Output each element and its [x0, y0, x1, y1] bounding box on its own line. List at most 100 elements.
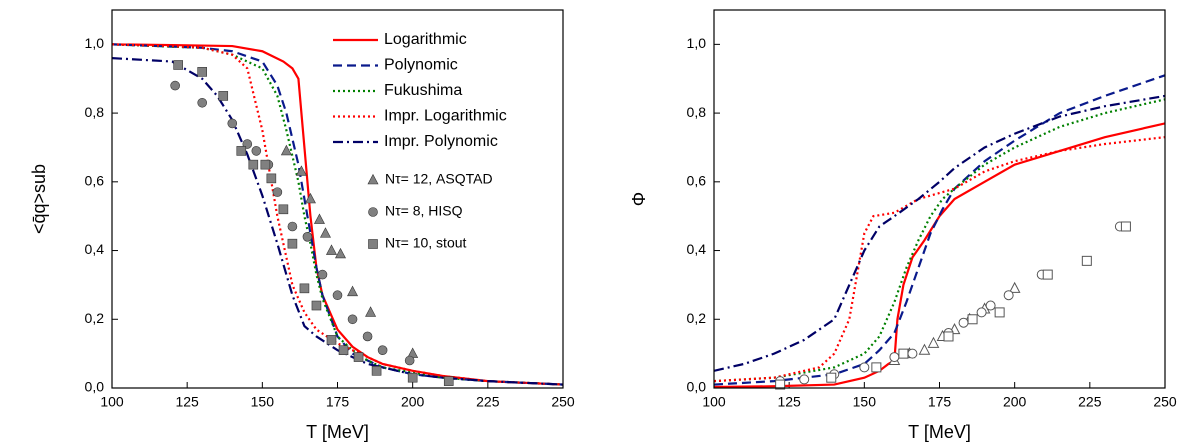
- line: [714, 74, 1165, 386]
- data-point: [302, 232, 313, 242]
- legend-label: Fukushima: [384, 82, 462, 99]
- data-point: [197, 67, 207, 77]
- y-tick-label: 0,8: [85, 104, 105, 120]
- x-tick-label: 125: [175, 394, 199, 410]
- data-point: [287, 238, 298, 249]
- x-tick-label: 175: [326, 394, 350, 410]
- line: [112, 43, 563, 386]
- data-point: [173, 60, 183, 70]
- legend-marker: [368, 207, 378, 217]
- data-point: [304, 192, 316, 204]
- data-point: [260, 159, 271, 170]
- data-point: [287, 221, 298, 232]
- y-axis-title: Φ: [629, 192, 649, 206]
- x-tick-label: 250: [551, 394, 575, 410]
- data-point: [236, 146, 247, 156]
- x-tick-label: 200: [401, 394, 425, 410]
- data-point: [407, 372, 418, 383]
- data-point: [278, 204, 289, 215]
- line: [112, 43, 563, 386]
- x-tick-label: 200: [1003, 394, 1027, 410]
- data-point: [197, 97, 207, 108]
- data-point: [404, 355, 415, 366]
- data-point: [775, 379, 786, 390]
- plot-frame: [111, 9, 564, 389]
- plot-frame: [713, 9, 1166, 389]
- legend-marker: [368, 239, 378, 249]
- data-point: [170, 80, 180, 91]
- data-point: [371, 366, 382, 376]
- x-tick-label: 175: [928, 394, 952, 410]
- data-point: [377, 345, 388, 356]
- data-point: [976, 307, 987, 318]
- data-point: [1042, 269, 1053, 280]
- y-tick-label: 0,4: [85, 241, 105, 257]
- data-point: [335, 247, 347, 259]
- x-tick-label: 225: [476, 394, 500, 410]
- data-point: [347, 314, 358, 325]
- y-tick-label: 0,8: [687, 104, 707, 120]
- data-point: [313, 213, 325, 224]
- y-tick-label: 0,0: [687, 379, 707, 395]
- x-tick-label: 225: [1078, 394, 1102, 410]
- y-tick-label: 0,4: [687, 241, 707, 257]
- data-point: [295, 165, 307, 176]
- data-point: [1008, 281, 1021, 293]
- data-point: [325, 244, 337, 255]
- data-point: [443, 376, 454, 386]
- data-point: [251, 146, 262, 156]
- data-point: [826, 372, 837, 383]
- data-point: [1081, 255, 1092, 266]
- data-point: [907, 348, 918, 359]
- x-tick-label: 150: [251, 394, 275, 410]
- line: [714, 94, 1165, 372]
- data-point: [353, 352, 364, 362]
- legend-label: Nτ= 10, stout: [385, 235, 467, 251]
- data-point: [1120, 221, 1131, 232]
- x-axis-title: T [MeV]: [306, 422, 369, 442]
- legend-label: Impr. Polynomic: [384, 133, 498, 150]
- data-point: [227, 118, 238, 129]
- data-point: [248, 159, 259, 170]
- y-tick-label: 0,2: [687, 310, 707, 326]
- data-point: [918, 343, 931, 355]
- data-point: [338, 345, 349, 356]
- data-point: [889, 352, 900, 363]
- x-tick-label: 150: [853, 394, 877, 410]
- data-point: [317, 269, 328, 280]
- legend-label: Nτ= 8, HISQ: [385, 203, 463, 219]
- data-point: [332, 290, 343, 301]
- data-point: [927, 336, 940, 348]
- data-point: [1003, 290, 1014, 301]
- data-point: [218, 91, 229, 101]
- y-tick-label: 0,2: [85, 310, 105, 326]
- legend-label: Impr. Logarithmic: [384, 108, 507, 125]
- line: [714, 122, 1165, 388]
- data-point: [266, 173, 277, 184]
- data-point: [994, 307, 1005, 318]
- data-point: [299, 283, 310, 294]
- data-point: [871, 362, 882, 373]
- data-point: [280, 144, 292, 156]
- x-tick-label: 100: [100, 394, 124, 410]
- y-tick-label: 0,0: [85, 379, 105, 395]
- y-tick-label: 0,6: [687, 173, 707, 189]
- data-point: [898, 348, 909, 359]
- data-point: [958, 317, 969, 328]
- line: [714, 136, 1165, 383]
- data-point: [272, 187, 283, 197]
- legend-label: Logarithmic: [384, 31, 467, 48]
- data-point: [365, 306, 377, 317]
- x-tick-label: 250: [1153, 394, 1177, 410]
- x-tick-label: 125: [777, 394, 801, 410]
- data-point: [799, 374, 810, 385]
- data-point: [362, 331, 373, 342]
- x-tick-label: 100: [702, 394, 726, 410]
- y-axis-title: <q̄q>sub: [29, 164, 49, 234]
- data-point: [319, 227, 331, 238]
- data-point: [347, 285, 359, 297]
- legend-marker: [367, 173, 379, 185]
- data-point: [985, 300, 996, 311]
- legend-label: Nτ= 12, ASQTAD: [385, 171, 493, 187]
